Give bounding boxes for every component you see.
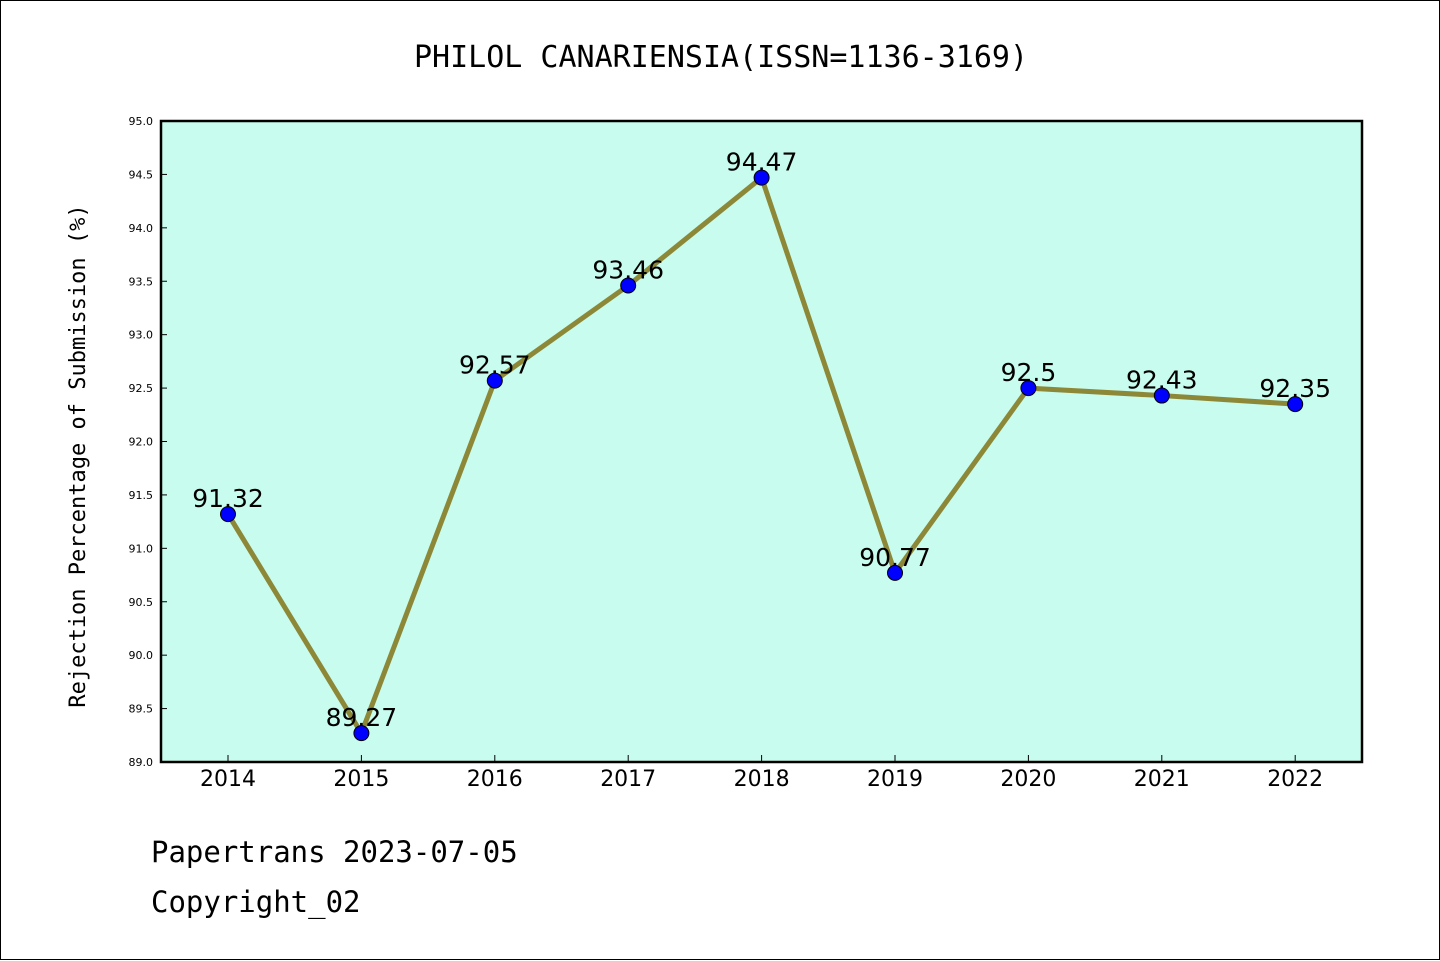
data-point [486, 372, 503, 389]
y-tick-label: 92.5 [129, 382, 154, 395]
y-tick-label: 92.0 [129, 436, 154, 449]
y-tick-label: 91.5 [129, 489, 154, 502]
footer-copyright: Copyright_02 [151, 885, 361, 919]
data-label: 94.47 [726, 148, 798, 177]
data-point [220, 506, 236, 523]
y-tick-label: 91.0 [129, 542, 154, 555]
series-rejection-rate [220, 169, 1304, 742]
y-tick-label: 90.0 [129, 649, 154, 662]
data-label: 92.43 [1126, 366, 1198, 395]
y-tick-label: 95.0 [129, 115, 154, 128]
y-tick-label: 89.5 [129, 703, 154, 716]
y-axis-label: Rejection Percentage of Submission (%) [66, 204, 91, 707]
data-point [753, 169, 770, 186]
x-tick-label: 2017 [600, 767, 656, 792]
x-tick-label: 2019 [867, 767, 923, 792]
plot-area [159, 119, 1364, 764]
y-tick-label: 94.5 [129, 168, 154, 181]
x-tick-label: 2016 [467, 767, 523, 792]
data-label: 89.27 [326, 703, 398, 732]
x-axis-ticks: 2014 2015 2016 2017 2018 2019 2020 2021 2022 [200, 755, 1323, 792]
x-tick-label: 2015 [333, 767, 389, 792]
x-tick-label: 2014 [200, 767, 256, 792]
y-tick-label: 89.0 [129, 756, 154, 769]
data-label: 92.35 [1259, 374, 1331, 403]
data-point [1153, 387, 1170, 404]
data-point [353, 725, 370, 742]
data-label: 91.32 [192, 484, 264, 513]
data-label: 92.57 [459, 351, 531, 380]
y-tick-label: 90.5 [129, 596, 154, 609]
y-tick-label: 93.5 [129, 275, 154, 288]
data-point [1287, 396, 1304, 413]
y-tick-label: 93.0 [129, 329, 154, 342]
data-point [1020, 380, 1037, 397]
data-point [620, 277, 637, 294]
x-tick-label: 2021 [1134, 767, 1190, 792]
data-labels: 91.32 89.27 92.57 93.46 94.47 90.77 92.5 92.43 9… [192, 148, 1331, 733]
chart-title: PHILOL CANARIENSIA(ISSN=1136-3169) [414, 40, 1028, 75]
y-axis-ticks: 89.0 89.5 90.0 90.5 91.0 91.5 92.0 92.5 93.0 93.5… [129, 115, 167, 769]
footer-date-line: Papertrans 2023-07-05 [151, 835, 518, 869]
x-tick-label: 2020 [1000, 767, 1056, 792]
data-label: 92.5 [1001, 358, 1057, 387]
x-tick-label: 2018 [734, 767, 790, 792]
data-label: 90.77 [859, 543, 931, 572]
data-label: 93.46 [592, 256, 664, 285]
x-tick-label: 2022 [1267, 767, 1323, 792]
y-tick-label: 94.0 [129, 222, 154, 235]
data-point [887, 564, 903, 581]
